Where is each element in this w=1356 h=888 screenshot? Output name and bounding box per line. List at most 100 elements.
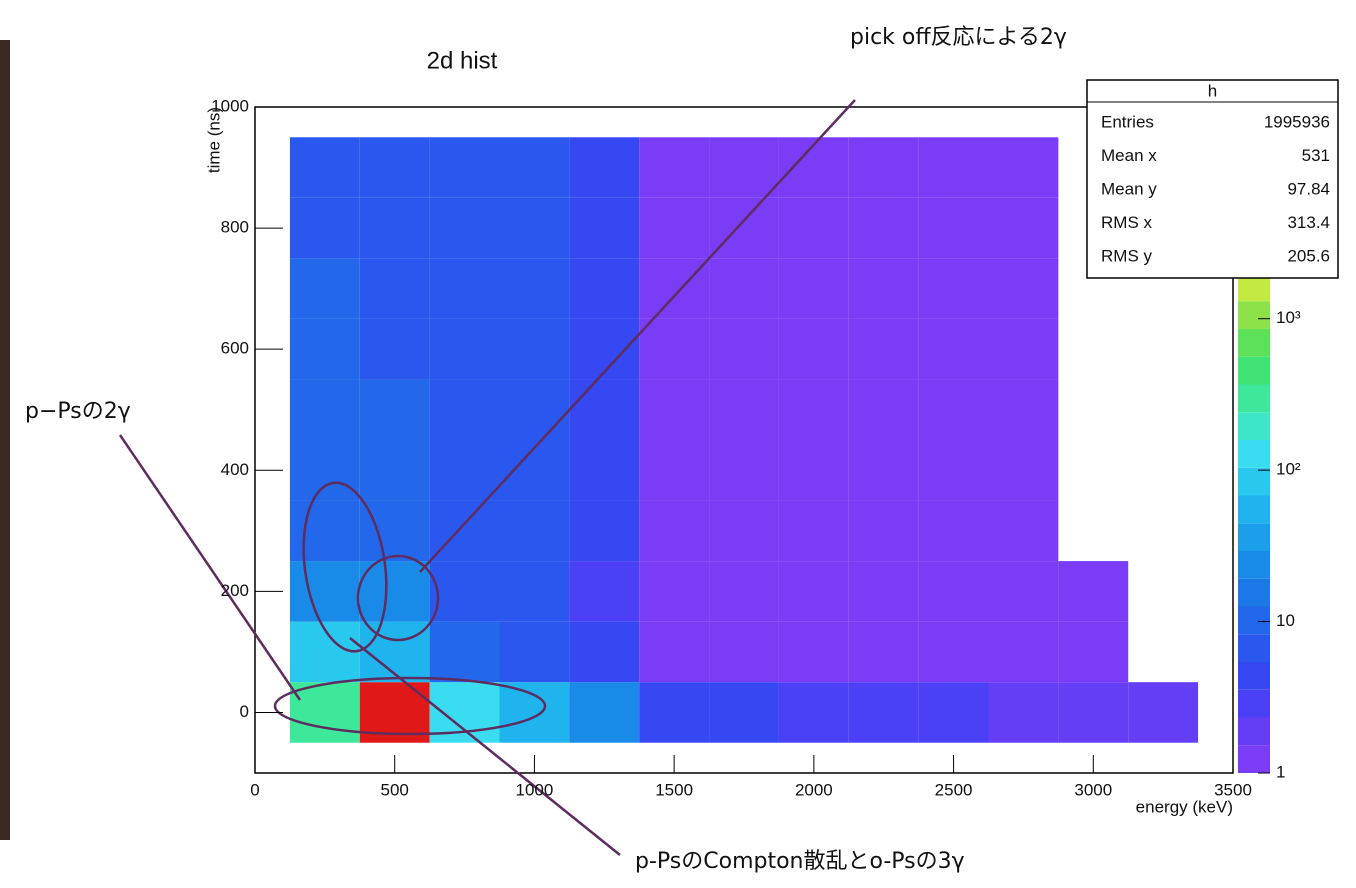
bin (429, 197, 500, 259)
stats-label: Mean x (1101, 146, 1157, 165)
bin (709, 621, 779, 683)
bin (848, 682, 919, 743)
stats-value: 313.4 (1287, 213, 1330, 232)
x-tick-label: 2000 (795, 780, 833, 799)
bin (1058, 621, 1129, 683)
bin (569, 197, 640, 259)
bin (778, 561, 849, 622)
bin (848, 258, 919, 319)
colorbar-step (1238, 301, 1270, 329)
bin (569, 500, 640, 562)
bin (639, 682, 710, 743)
bin (848, 561, 919, 622)
bin (569, 682, 640, 743)
colorbar-step (1238, 329, 1270, 357)
bin (988, 379, 1059, 440)
bin (429, 621, 500, 683)
bin (918, 258, 989, 319)
stats-frame (1086, 79, 1339, 279)
bin (988, 500, 1059, 562)
colorbar-step (1238, 412, 1270, 440)
ellipse (273, 676, 547, 736)
bin (1058, 682, 1129, 743)
bin (709, 561, 779, 622)
bin (918, 197, 989, 259)
colorbar-tick-label: 1 (1276, 762, 1285, 781)
bin (359, 258, 430, 319)
y-tick-label: 0 (240, 702, 249, 721)
frame (254, 106, 1234, 774)
bin (988, 621, 1059, 683)
ellipse (356, 554, 440, 642)
bin (848, 318, 919, 380)
pointer-line (419, 99, 856, 573)
stats-label: Mean y (1101, 179, 1157, 198)
colorbar-step (1238, 384, 1270, 413)
annotation: pick off反応による2γ (850, 25, 1067, 50)
bin (499, 682, 570, 743)
bin (918, 500, 989, 562)
bin (709, 137, 779, 198)
stats-box: h Entries 1995936 Mean x 531 Mean y 97.84 RMS x… (1086, 79, 1339, 279)
bin (359, 440, 430, 501)
bin (639, 440, 710, 501)
bin (289, 561, 360, 622)
colorbar-step (1238, 578, 1270, 607)
bin (709, 318, 779, 380)
bin (778, 318, 849, 380)
colorbar-step (1238, 717, 1270, 746)
annotation: p-PsのCompton散乱とo-Psの3γ (635, 849, 965, 874)
bin (429, 258, 500, 319)
bin (709, 197, 779, 259)
stats-value: 531 (1302, 146, 1330, 165)
bin (848, 440, 919, 501)
bin (778, 500, 849, 562)
bin (988, 561, 1059, 622)
bin (918, 379, 989, 440)
colorbar-tick-label: 10 (1276, 611, 1295, 630)
bin (988, 258, 1059, 319)
bin (359, 318, 430, 380)
bin (289, 197, 360, 259)
bin (848, 197, 919, 259)
bin (778, 258, 849, 319)
bin (289, 379, 360, 440)
bin (359, 561, 430, 622)
stats-value: 1995936 (1264, 112, 1330, 131)
colorbar-tick-label: 10² (1276, 460, 1301, 479)
bin (918, 682, 989, 743)
bin (709, 379, 779, 440)
bin (709, 500, 779, 562)
bin (429, 379, 500, 440)
bin (499, 258, 570, 319)
bin (429, 137, 500, 198)
bin (848, 621, 919, 683)
y-tick-label: 200 (221, 581, 249, 600)
x-tick-label: 2500 (935, 780, 973, 799)
bin (918, 318, 989, 380)
x-tick-label: 1500 (655, 780, 693, 799)
bin (569, 318, 640, 380)
colorbar-step (1238, 495, 1270, 524)
bin (639, 379, 710, 440)
bin (848, 379, 919, 440)
y-tick-label: 1000 (211, 96, 249, 115)
colorbar-step (1238, 440, 1270, 468)
heatmap (289, 137, 1199, 743)
bin (778, 682, 849, 743)
bin (569, 440, 640, 501)
bin (918, 440, 989, 501)
photo-edge (0, 40, 10, 840)
bin (429, 500, 500, 562)
colorbar-step (1238, 745, 1270, 773)
bin (918, 621, 989, 683)
bin (429, 561, 500, 622)
bin (359, 379, 430, 440)
bin (639, 621, 710, 683)
colorbar-step (1238, 551, 1270, 579)
x-tick-label: 1000 (516, 780, 554, 799)
bin (639, 137, 710, 198)
annotation: p−Psの2γ (25, 399, 131, 424)
bin (778, 621, 849, 683)
annotation-shapes (118, 99, 856, 856)
